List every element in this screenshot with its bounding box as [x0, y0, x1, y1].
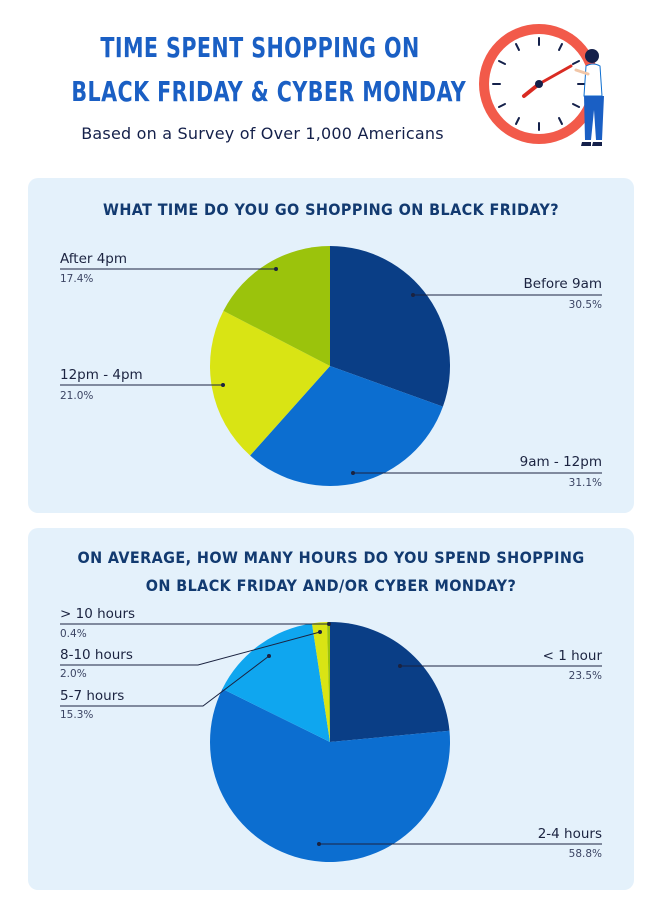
leader-dot-12pm-4pm [221, 383, 225, 387]
chart-title-time: WHAT TIME DO YOU GO SHOPPING ON BLACK FR… [103, 200, 559, 219]
title-line-1: TIME SPENT SHOPPING ON [100, 31, 420, 64]
clock-woman-illustration [479, 24, 604, 146]
page-title: TIME SPENT SHOPPING ON BLACK FRIDAY & CY… [71, 26, 467, 114]
pie-slice-after-4pm [223, 246, 330, 366]
pie-chart-time [60, 246, 602, 487]
pie-slice-2-4-hours [210, 688, 450, 862]
label-before-9am: Before 9am [523, 276, 602, 292]
title-line-2: BLACK FRIDAY & CYBER MONDAY [71, 75, 467, 108]
value-5-7-hours: 15.3% [60, 709, 94, 721]
label-over-10-hours: > 10 hours [60, 606, 136, 622]
leader-dot-over-10-hours [327, 622, 331, 626]
pie-slice-12pm-4pm [210, 310, 330, 456]
label-5-7-hours: 5-7 hours [60, 688, 125, 704]
value-8-10-hours: 2.0% [60, 668, 87, 680]
chart-panel-hours: ON AVERAGE, HOW MANY HOURS DO YOU SPEND … [28, 528, 634, 890]
value-12pm-4pm: 21.0% [60, 390, 94, 402]
value-before-9am: 30.5% [568, 299, 602, 311]
value-over-10-hours: 0.4% [60, 628, 87, 640]
chart-title-hours-line-2: ON BLACK FRIDAY AND/OR CYBER MONDAY? [145, 576, 517, 595]
leader-line-5-7-hours [60, 655, 270, 707]
chart-panel-time: WHAT TIME DO YOU GO SHOPPING ON BLACK FR… [28, 178, 634, 513]
leader-dot-5-7-hours [267, 654, 271, 658]
leader-dot-2-4-hours [317, 842, 321, 846]
value-2-4-hours: 58.8% [568, 848, 602, 860]
pie-slice-under-1-hour [330, 622, 450, 742]
value-9am-12pm: 31.1% [568, 477, 602, 489]
value-under-1-hour: 23.5% [568, 670, 602, 682]
pie-slice-over-10-hours [326, 622, 330, 742]
label-9am-12pm: 9am - 12pm [519, 454, 602, 470]
chart-title-hours-line-1: ON AVERAGE, HOW MANY HOURS DO YOU SPEND … [77, 548, 585, 567]
page-subtitle: Based on a Survey of Over 1,000 American… [81, 124, 444, 143]
leader-dot-8-10-hours [318, 630, 322, 634]
leader-dot-under-1-hour [398, 664, 402, 668]
value-after-4pm: 17.4% [60, 273, 94, 285]
label-after-4pm: After 4pm [60, 251, 128, 267]
leader-line-8-10-hours [60, 631, 321, 666]
leader-dot-before-9am [411, 293, 415, 297]
leader-dot-9am-12pm [351, 471, 355, 475]
chart-title-hours: ON AVERAGE, HOW MANY HOURS DO YOU SPEND … [28, 544, 634, 600]
label-8-10-hours: 8-10 hours [60, 647, 133, 663]
pie-slice-8-10-hours [311, 622, 330, 742]
label-12pm-4pm: 12pm - 4pm [60, 367, 143, 383]
leader-dot-after-4pm [274, 267, 278, 271]
label-under-1-hour: < 1 hour [542, 648, 602, 664]
label-2-4-hours: 2-4 hours [537, 826, 602, 842]
pie-slice-9am-12pm [250, 366, 443, 487]
pie-chart-hours [60, 622, 602, 862]
pie-slice-before-9am [330, 246, 450, 407]
pie-slice-5-7-hours [222, 623, 330, 742]
